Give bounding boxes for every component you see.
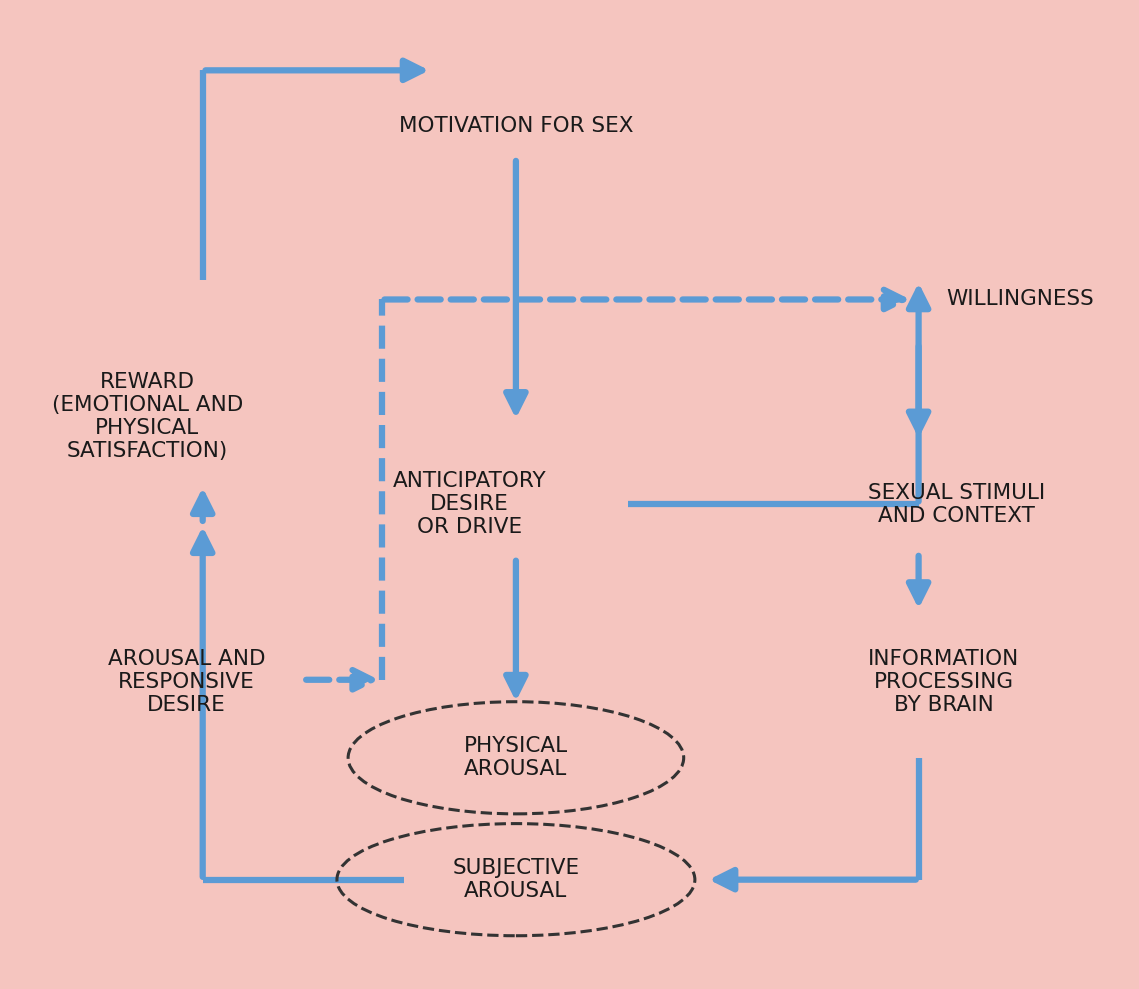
Text: ANTICIPATORY
DESIRE
OR DRIVE: ANTICIPATORY DESIRE OR DRIVE — [393, 471, 547, 537]
Text: SEXUAL STIMULI
AND CONTEXT: SEXUAL STIMULI AND CONTEXT — [868, 483, 1046, 526]
Text: PHYSICAL
AROUSAL: PHYSICAL AROUSAL — [464, 736, 568, 779]
Text: MOTIVATION FOR SEX: MOTIVATION FOR SEX — [399, 116, 633, 135]
Text: REWARD
(EMOTIONAL AND
PHYSICAL
SATISFACTION): REWARD (EMOTIONAL AND PHYSICAL SATISFACT… — [51, 372, 243, 461]
Text: INFORMATION
PROCESSING
BY BRAIN: INFORMATION PROCESSING BY BRAIN — [868, 649, 1019, 715]
Text: AROUSAL AND
RESPONSIVE
DESIRE: AROUSAL AND RESPONSIVE DESIRE — [107, 649, 265, 715]
Text: WILLINGNESS: WILLINGNESS — [947, 290, 1095, 310]
Text: SUBJECTIVE
AROUSAL: SUBJECTIVE AROUSAL — [452, 858, 580, 901]
